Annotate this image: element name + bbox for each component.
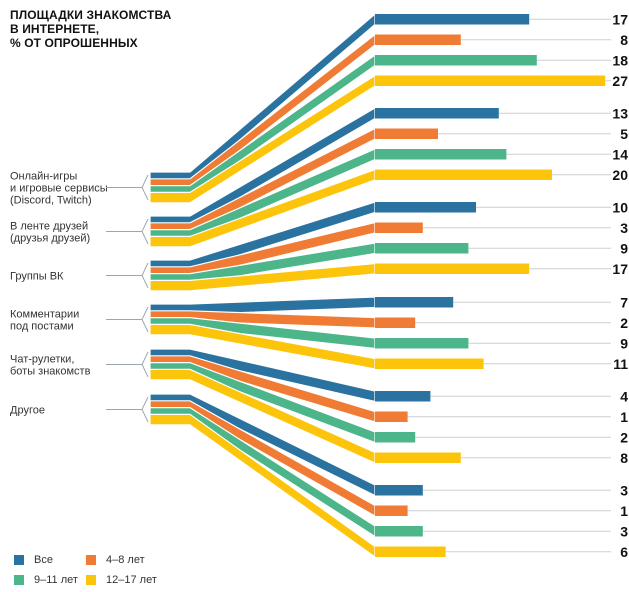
value-label-4-2: 2 [620, 429, 628, 445]
value-label-3-0: 7 [620, 294, 628, 310]
value-label-1-1: 5 [620, 126, 628, 142]
category-label-2: Группы ВК [10, 270, 64, 282]
bars [375, 14, 606, 557]
category-label-line-4-0: Чат-рулетки, [10, 353, 74, 365]
category-label-0: Онлайн-игры и игровые сервисы (Discord, Tw… [10, 170, 108, 206]
bar-2-2 [375, 243, 469, 254]
legend-swatch-12-17 [86, 575, 96, 585]
bar-1-2 [375, 149, 507, 160]
value-label-1-0: 13 [612, 105, 628, 121]
value-label-5-2: 3 [620, 523, 628, 539]
value-label-3-1: 2 [620, 315, 628, 331]
bar-1-0 [375, 108, 499, 119]
legend-swatch-9-11 [14, 575, 24, 585]
category-label-5: Другое [10, 404, 45, 416]
bar-3-2 [375, 338, 469, 349]
bar-2-0 [375, 202, 476, 213]
bar-5-2 [375, 526, 423, 537]
bar-4-3 [375, 452, 461, 463]
value-label-2-2: 9 [620, 240, 628, 256]
value-label-0-1: 8 [620, 32, 628, 48]
legend-label-12-17: 12–17 лет [106, 574, 157, 586]
legend-label-9-11: 9–11 лет [34, 574, 78, 586]
category-label-line-0-1: и игровые сервисы [10, 182, 108, 194]
bar-3-0 [375, 297, 454, 308]
bar-3-1 [375, 317, 416, 328]
value-label-2-1: 3 [620, 220, 628, 236]
category-label-3: Комментарии под постами [10, 308, 79, 332]
bar-5-3 [375, 546, 446, 557]
bar-4-0 [375, 391, 431, 402]
category-label-line-1-0: В ленте друзей [10, 220, 88, 232]
bar-0-1 [375, 34, 461, 45]
value-label-3-3: 11 [613, 356, 628, 372]
category-label-line-3-0: Комментарии [10, 308, 79, 320]
value-leader-lines [407, 18, 611, 553]
value-label-4-0: 4 [620, 388, 628, 404]
category-label-line-0-0: Онлайн-игры [10, 170, 77, 182]
bar-0-3 [375, 75, 606, 86]
category-label-line-3-1: под постами [10, 320, 74, 332]
flow-bands [149, 12, 376, 559]
category-bracket-2 [106, 262, 149, 289]
category-bracket-0 [106, 174, 149, 201]
category-label-line-2-0: Группы ВК [10, 270, 64, 282]
value-label-0-3: 27 [612, 73, 628, 89]
legend-item-all: Все [14, 552, 53, 568]
bar-0-2 [375, 55, 537, 66]
category-label-line-1-1: (друзья друзей) [10, 232, 90, 244]
title-line-3: % ОТ ОПРОШЕННЫХ [10, 36, 138, 50]
category-bracket-3 [106, 306, 149, 333]
category-bracket-4 [106, 351, 149, 378]
legend-label-all: Все [34, 554, 53, 566]
bar-2-3 [375, 263, 530, 274]
bar-1-1 [375, 128, 438, 139]
value-label-2-3: 17 [612, 261, 628, 277]
title-line-1: ПЛОЩАДКИ ЗНАКОМСТВА [10, 8, 172, 22]
value-label-5-3: 6 [620, 544, 628, 560]
bar-1-3 [375, 169, 552, 180]
bar-3-3 [375, 358, 484, 369]
value-label-4-3: 8 [620, 450, 628, 466]
category-label-line-4-1: боты знакомств [10, 365, 91, 377]
value-label-0-0: 17 [612, 11, 628, 27]
category-label-line-5-0: Другое [10, 404, 45, 416]
bar-4-1 [375, 411, 408, 422]
bar-2-1 [375, 222, 423, 233]
value-label-4-1: 1 [620, 409, 628, 425]
category-labels: Онлайн-игры и игровые сервисы (Discord, Tw… [10, 170, 149, 423]
value-label-2-0: 10 [612, 199, 628, 215]
bar-5-1 [375, 505, 408, 516]
value-label-1-2: 14 [612, 146, 628, 162]
legend-swatch-all [14, 555, 24, 565]
value-label-5-0: 3 [620, 482, 628, 498]
category-bracket-5 [106, 396, 149, 423]
legend-item-12-17: 12–17 лет [86, 572, 157, 588]
legend-item-9-11: 9–11 лет [14, 572, 78, 588]
legend-item-4-8: 4–8 лет [86, 552, 145, 568]
category-bracket-1 [106, 218, 149, 245]
title-line-2: В ИНТЕРНЕТЕ, [10, 22, 100, 36]
category-label-4: Чат-рулетки, боты знакомств [10, 353, 91, 377]
bar-0-0 [375, 14, 530, 25]
category-label-1: В ленте друзей (друзья друзей) [10, 220, 90, 244]
bar-5-0 [375, 485, 423, 496]
value-label-3-2: 9 [620, 335, 628, 351]
legend-swatch-4-8 [86, 555, 96, 565]
value-label-1-3: 20 [612, 167, 628, 183]
value-label-0-2: 18 [612, 52, 628, 68]
bar-4-2 [375, 432, 416, 443]
chart-title: ПЛОЩАДКИ ЗНАКОМСТВА В ИНТЕРНЕТЕ, % ОТ ОП… [10, 8, 171, 50]
legend-label-4-8: 4–8 лет [106, 554, 145, 566]
category-label-line-0-2: (Discord, Twitch) [10, 194, 92, 206]
value-label-5-1: 1 [620, 503, 628, 519]
